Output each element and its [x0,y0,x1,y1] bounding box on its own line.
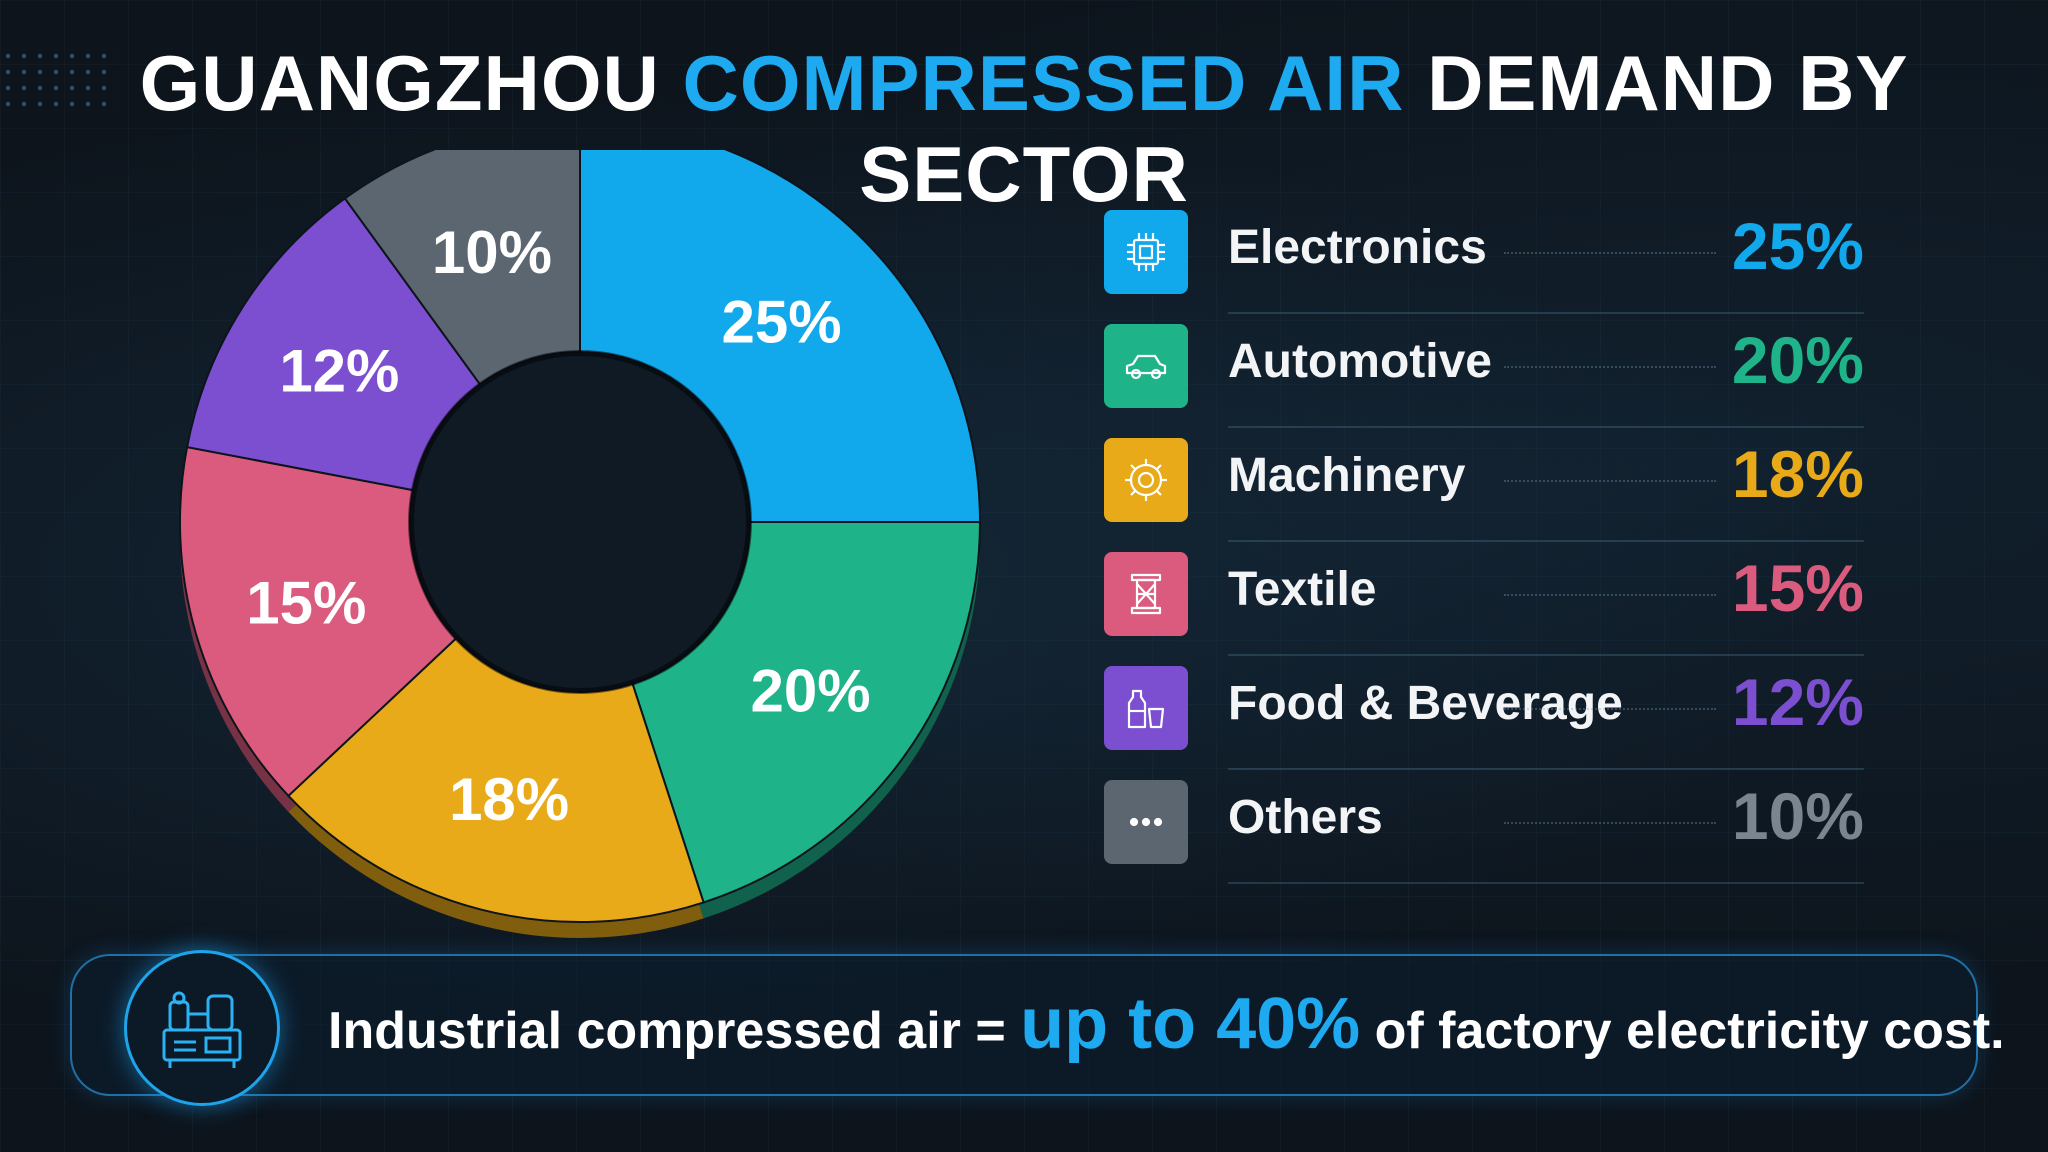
banner-text: Industrial compressed air = up to 40% of… [328,974,2005,1081]
chart-legend: Electronics 25% Automotive 20% Machinery 18% T… [1104,208,1864,892]
legend-divider [1228,312,1864,314]
legend-leader [1504,366,1716,368]
chip-icon [1104,210,1188,294]
legend-value-machinery: 18% [1731,437,1864,511]
legend-item-automotive: Automotive 20% [1104,322,1864,428]
slice-label-electronics: 25% [721,288,841,355]
slice-label-food-and-beverage: 12% [279,337,399,404]
legend-label-electronics: Electronics [1228,221,1487,274]
info-banner: Industrial compressed air = up to 40% of… [70,950,2005,1106]
bottle-glass-icon [1104,666,1188,750]
legend-value-electronics: 25% [1731,209,1864,283]
gear-icon [1104,438,1188,522]
legend-leader [1504,594,1716,596]
legend-divider [1228,768,1864,770]
legend-leader [1504,708,1716,710]
page-title: GUANGZHOU COMPRESSED AIR DEMAND BY SECTO… [0,38,2048,220]
banner-suffix: of factory electricity cost. [1360,1002,2005,1060]
title-part-1: GUANGZHOU [139,39,683,127]
slice-label-automotive: 20% [751,658,871,725]
legend-item-machinery: Machinery 18% [1104,436,1864,542]
legend-item-others: Others 10% [1104,778,1864,884]
legend-leader [1504,822,1716,824]
legend-leader [1504,252,1716,254]
legend-item-textile: Textile 15% [1104,550,1864,656]
legend-label-machinery: Machinery [1228,449,1466,502]
legend-divider [1228,654,1864,656]
decorative-dots [0,48,118,108]
air-compressor-icon [124,950,280,1106]
legend-label-automotive: Automotive [1228,335,1492,388]
legend-divider [1228,540,1864,542]
banner-prefix: Industrial compressed air = [328,1002,1021,1060]
legend-label-food-and-beverage: Food & Beverage [1228,677,1623,730]
legend-divider [1228,882,1864,884]
donut-hole [408,350,752,694]
thread-spool-icon [1104,552,1188,636]
legend-label-textile: Textile [1228,563,1377,616]
legend-value-textile: 15% [1731,551,1864,625]
legend-label-others: Others [1228,791,1383,844]
slice-label-machinery: 18% [449,766,569,833]
legend-item-food-and-beverage: Food & Beverage 12% [1104,664,1864,770]
legend-item-electronics: Electronics 25% [1104,208,1864,314]
title-part-3: DEMAND BY SECTOR [859,39,1909,218]
legend-value-food-and-beverage: 12% [1731,665,1864,739]
legend-value-automotive: 20% [1731,323,1864,397]
title-part-2: COMPRESSED AIR [682,39,1405,127]
legend-leader [1504,480,1716,482]
slice-label-others: 10% [432,219,552,286]
car-icon [1104,324,1188,408]
banner-highlight: up to 40% [1020,984,1361,1064]
donut-chart: 25% 20% 18% 15% 12% 10% [179,150,982,938]
slice-label-textile: 15% [246,570,366,637]
more-dots-icon [1104,780,1188,864]
legend-divider [1228,426,1864,428]
legend-value-others: 10% [1731,779,1864,853]
